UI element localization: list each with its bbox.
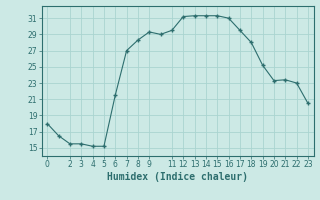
X-axis label: Humidex (Indice chaleur): Humidex (Indice chaleur) [107,172,248,182]
